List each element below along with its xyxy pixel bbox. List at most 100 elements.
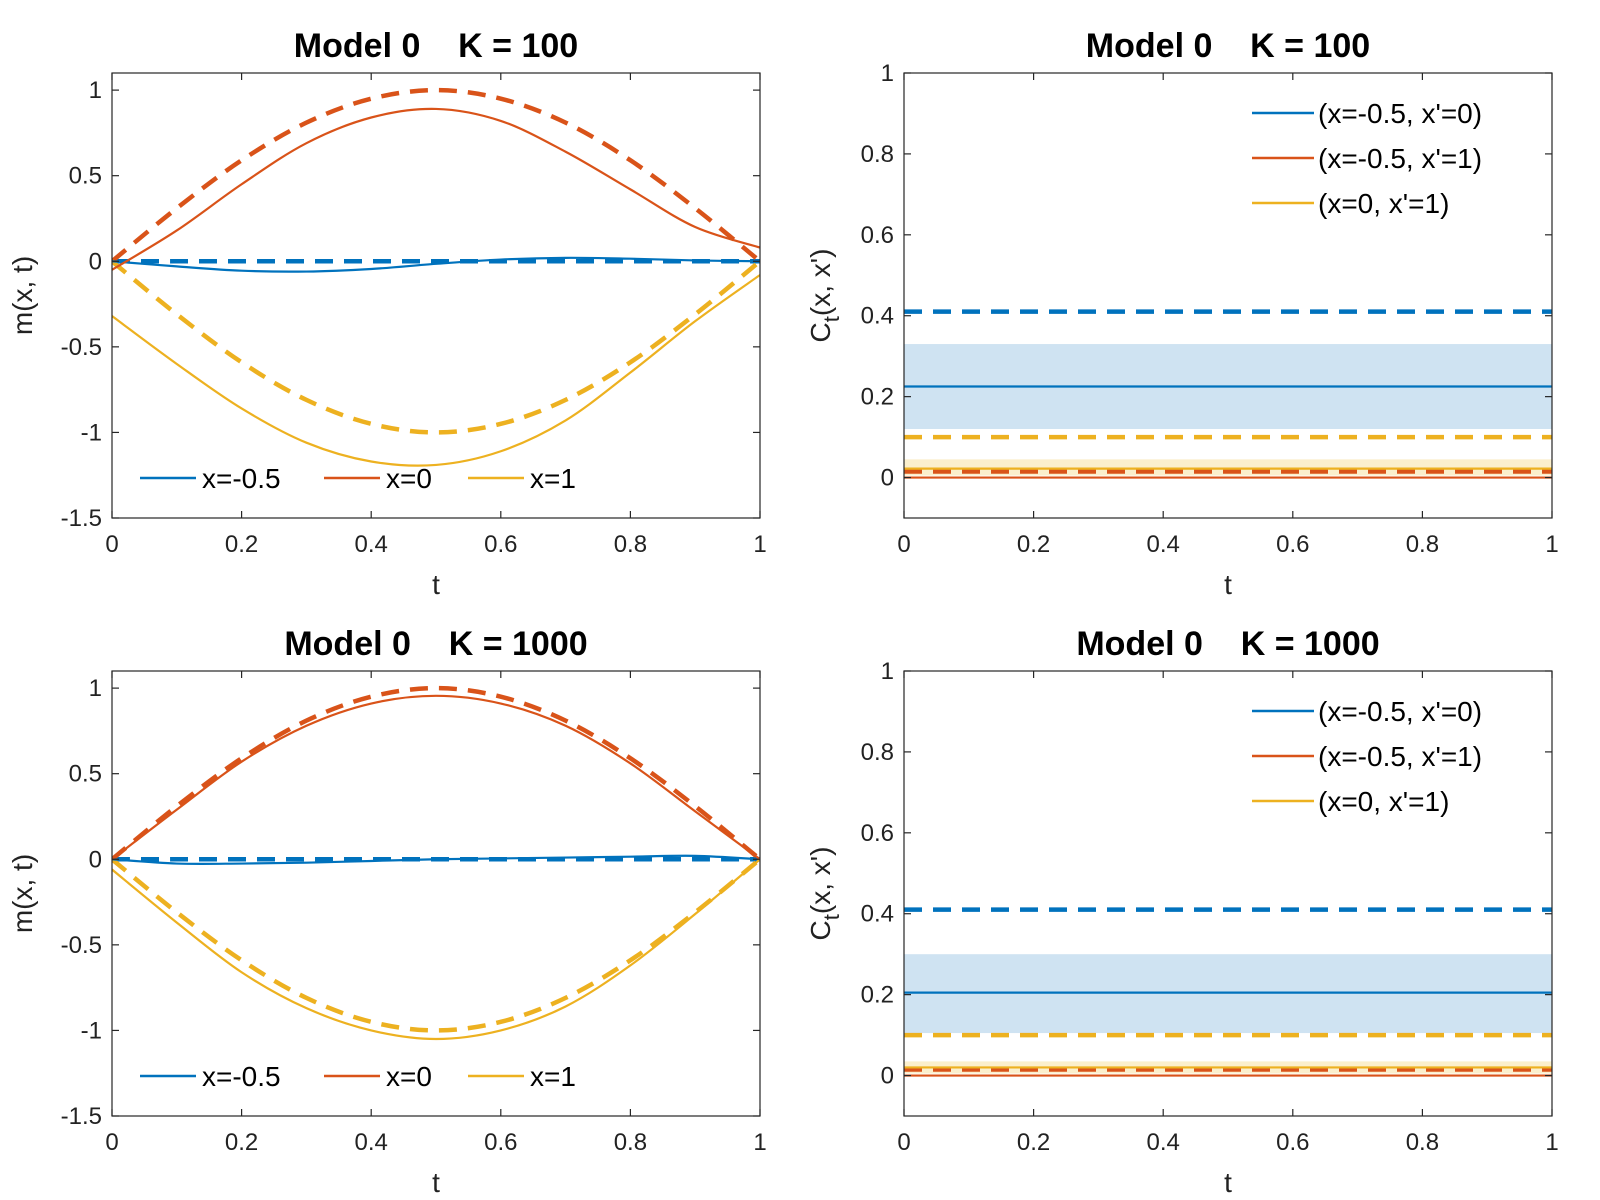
- x-tick-label: 0.6: [1276, 531, 1309, 558]
- y-axis-label-main: C: [805, 322, 836, 342]
- x-axis-label: t: [432, 1167, 440, 1198]
- y-axis-label: Ct(x, x'): [805, 249, 844, 343]
- axes-frame: [903, 72, 1553, 519]
- panel-1: 0 0.2 0.4 0.6 0.8 1 1 0.5 0 -0.5 -1 -1.5 Model 0 K =…: [7, 27, 767, 600]
- y-axis-label-subscript: t: [819, 316, 844, 322]
- y-axis-label: m(x, t): [7, 256, 38, 335]
- chart-title: Model 0 K = 1000: [1076, 625, 1379, 663]
- x-tick-label: 0.8: [1406, 1129, 1439, 1156]
- series-line-yellow: [112, 858, 760, 1041]
- axes-frame: [111, 670, 761, 1117]
- y-tick-label: 1: [89, 77, 102, 104]
- y-tick-label: -1.5: [61, 505, 102, 532]
- legend-label: x=0: [386, 463, 432, 494]
- legend-label: (x=-0.5, x'=1): [1318, 741, 1482, 772]
- y-tick-label: 1: [881, 658, 894, 685]
- series-group: [904, 309, 1552, 479]
- x-tick-label: 0.4: [355, 1129, 388, 1156]
- y-tick-label: -1.5: [61, 1103, 102, 1130]
- y-tick-label: 0.8: [861, 739, 894, 766]
- legend-label: x=-0.5: [202, 1061, 281, 1092]
- y-tick-label: 0.2: [861, 384, 894, 411]
- x-tick-label: 0: [897, 1129, 910, 1156]
- x-tick-label: 0.6: [484, 1129, 517, 1156]
- y-tick-label: 0.4: [861, 303, 894, 330]
- dashed-reference-line-red: [112, 87, 760, 264]
- series-group: [112, 685, 760, 1041]
- y-tick-label: -0.5: [61, 334, 102, 361]
- y-tick-label: 0: [89, 248, 102, 275]
- plot-area: [112, 671, 760, 1116]
- x-tick-label: 0.8: [614, 1129, 647, 1156]
- legend-label: (x=0, x'=1): [1318, 786, 1449, 817]
- x-tick-label: 0.2: [1017, 1129, 1050, 1156]
- legend-label: (x=-0.5, x'=0): [1318, 696, 1482, 727]
- legend-label: x=1: [530, 463, 576, 494]
- x-tick-label: 0.6: [484, 531, 517, 558]
- y-axis-label-rest: (x, x'): [805, 249, 836, 317]
- x-tick-label: 0: [105, 531, 118, 558]
- y-tick-label: -1: [81, 419, 102, 446]
- y-tick-label: 0.5: [69, 761, 102, 788]
- series-line-blue: [112, 256, 760, 273]
- x-axis-label: t: [432, 569, 440, 600]
- x-tick-label: 0: [897, 531, 910, 558]
- y-tick-label: 1: [881, 60, 894, 87]
- legend-label: x=0: [386, 1061, 432, 1092]
- legend-label: x=-0.5: [202, 463, 281, 494]
- series-line-red: [112, 107, 760, 271]
- x-tick-label: 0.2: [225, 1129, 258, 1156]
- y-tick-label: -1: [81, 1017, 102, 1044]
- x-tick-label: 0.4: [355, 531, 388, 558]
- y-tick-label: 0.2: [861, 982, 894, 1009]
- plot-area: [112, 73, 760, 518]
- x-tick-label: 0.2: [225, 531, 258, 558]
- y-tick-label: 0.6: [861, 820, 894, 847]
- y-tick-label: 0.8: [861, 141, 894, 168]
- y-axis-label: Ct(x, x'): [805, 847, 844, 941]
- chart-title: Model 0 K = 100: [1086, 27, 1370, 65]
- x-tick-label: 0.4: [1147, 531, 1180, 558]
- panel-4: 0 0.2 0.4 0.6 0.8 1 1 0.8 0.6 0.4 0.2 0 Model 0 K = …: [805, 625, 1559, 1198]
- x-tick-label: 0.2: [1017, 531, 1050, 558]
- y-tick-label: 1: [89, 675, 102, 702]
- x-tick-label: 1: [1545, 531, 1558, 558]
- chart-title: Model 0 K = 100: [294, 27, 578, 65]
- axes-frame: [903, 670, 1553, 1117]
- chart-title: Model 0 K = 1000: [284, 625, 587, 663]
- legend-label: x=1: [530, 1061, 576, 1092]
- y-axis-label-rest: (x, x'): [805, 847, 836, 915]
- y-axis-label: m(x, t): [7, 854, 38, 933]
- y-tick-label: 0.5: [69, 163, 102, 190]
- legend-label: (x=-0.5, x'=0): [1318, 98, 1482, 129]
- x-tick-label: 0.4: [1147, 1129, 1180, 1156]
- dashed-reference-line-yellow: [112, 857, 760, 1033]
- y-tick-label: -0.5: [61, 932, 102, 959]
- x-tick-label: 1: [753, 531, 766, 558]
- x-tick-label: 0: [105, 1129, 118, 1156]
- plot-area: [904, 671, 1552, 1116]
- panel-2: 0 0.2 0.4 0.6 0.8 1 1 0.8 0.6 0.4 0.2 0 Model 0 K = …: [805, 27, 1559, 600]
- y-axis-label-subscript: t: [819, 914, 844, 920]
- legend-label: (x=0, x'=1): [1318, 188, 1449, 219]
- x-axis-label: t: [1224, 569, 1232, 600]
- dashed-reference-line-yellow: [112, 259, 760, 435]
- y-tick-label: 0.6: [861, 222, 894, 249]
- x-tick-label: 1: [753, 1129, 766, 1156]
- y-axis-label-main: C: [805, 920, 836, 940]
- y-tick-label: 0: [89, 846, 102, 873]
- x-tick-label: 0.8: [614, 531, 647, 558]
- dashed-reference-line-red: [112, 685, 760, 862]
- y-tick-label: 0: [881, 1063, 894, 1090]
- x-tick-label: 0.6: [1276, 1129, 1309, 1156]
- x-axis-label: t: [1224, 1167, 1232, 1198]
- series-line-yellow: [112, 274, 760, 467]
- series-line-red: [112, 694, 760, 861]
- axes-frame: [111, 72, 761, 519]
- plot-area: [904, 73, 1552, 518]
- panel-3: 0 0.2 0.4 0.6 0.8 1 1 0.5 0 -0.5 -1 -1.5 Model 0 K =…: [7, 625, 767, 1198]
- series-group: [904, 907, 1552, 1077]
- x-tick-label: 1: [1545, 1129, 1558, 1156]
- series-line-blue: [112, 854, 760, 865]
